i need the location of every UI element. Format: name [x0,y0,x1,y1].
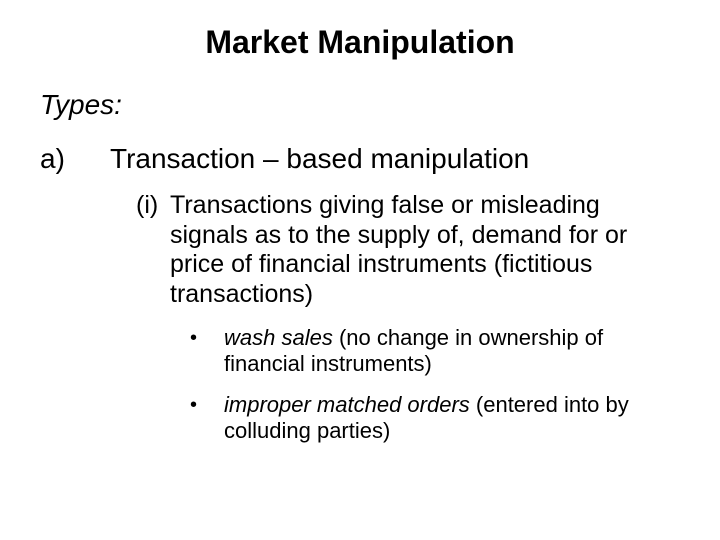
bullet-icon: • [190,392,224,418]
bullet-icon: • [190,325,224,351]
list-item-a: a) Transaction – based manipulation [40,143,680,175]
slide-title: Market Manipulation [40,24,680,61]
bullet-text: wash sales (no change in ownership of fi… [224,325,650,378]
list-heading-a: Transaction – based manipulation [110,143,529,175]
bullet-item: • improper matched orders (entered into … [190,392,650,445]
slide: Market Manipulation Types: a) Transactio… [0,0,720,540]
subitem-i-marker: (i) [136,191,170,220]
subitem-i-text: Transactions giving false or misleading … [170,191,670,309]
bullet-term: improper matched orders [224,392,470,417]
bullet-term: wash sales [224,325,333,350]
list-marker-a: a) [40,143,110,175]
bullet-text: improper matched orders (entered into by… [224,392,650,445]
bullet-item: • wash sales (no change in ownership of … [190,325,650,378]
types-label: Types: [40,89,680,121]
subitem-i: (i) Transactions giving false or mislead… [136,191,670,309]
